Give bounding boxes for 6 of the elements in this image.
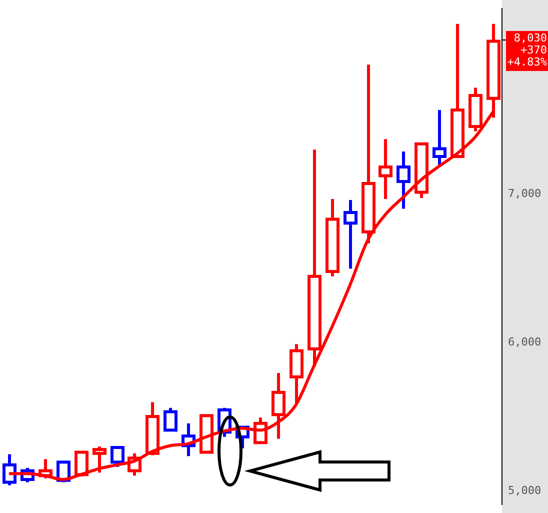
- y-tick-label: 6,000: [508, 335, 542, 348]
- candlestick: [164, 408, 178, 432]
- candlestick: [74, 450, 88, 476]
- text: 8,030 +370 +4.83%: [507, 31, 548, 68]
- y-tick-label: 7,000: [508, 187, 542, 200]
- y-tick-label: 5,000: [508, 484, 542, 497]
